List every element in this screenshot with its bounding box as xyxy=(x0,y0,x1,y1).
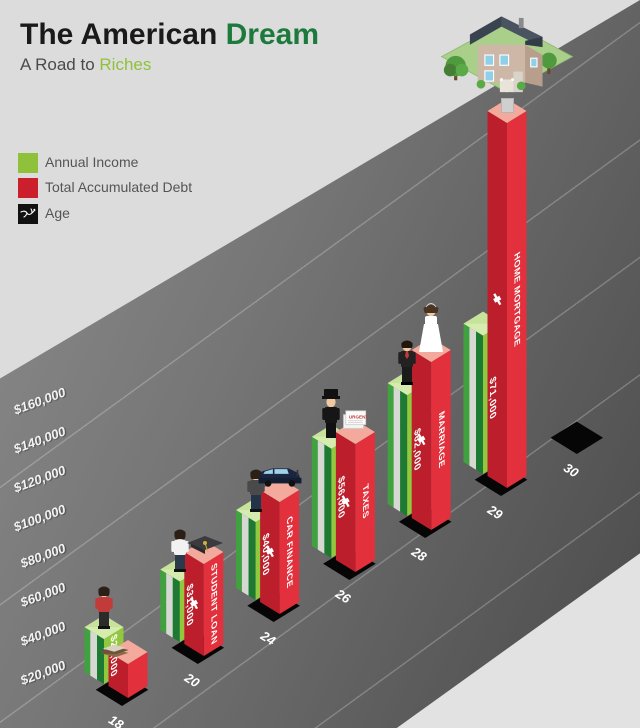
svg-text:URGENT: URGENT xyxy=(349,414,369,419)
